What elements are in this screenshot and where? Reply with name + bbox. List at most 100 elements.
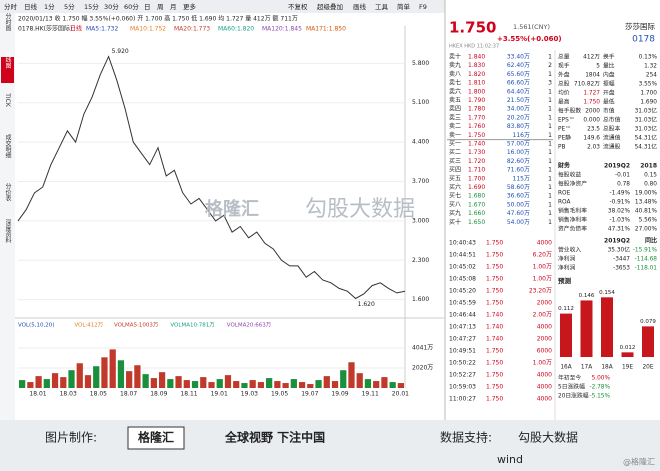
- side-tab[interactable]: 成交明细: [4, 133, 11, 159]
- book-level: 买四: [449, 166, 461, 174]
- book-price: 1.750: [468, 132, 485, 139]
- tick-volume: 1.00万: [533, 276, 552, 283]
- tick-volume: 4000: [537, 324, 552, 331]
- fin-label: 净利润: [558, 264, 576, 272]
- volume-bar: [76, 363, 83, 388]
- tool-button[interactable]: 画线: [353, 2, 367, 11]
- volume-bar: [175, 376, 182, 388]
- fin-label: 销售毛利率: [558, 207, 587, 215]
- x-tick-label: 18.01: [29, 391, 46, 398]
- fin-value: 40.81%: [635, 209, 658, 215]
- side-tab[interactable]: 深度资料: [4, 218, 11, 244]
- tab[interactable]: 30分: [104, 2, 119, 11]
- book-price: 1.770: [468, 114, 485, 121]
- tab[interactable]: 月: [170, 3, 177, 11]
- side-tab[interactable]: 分时图: [4, 12, 11, 32]
- side-tab[interactable]: TICK: [4, 92, 11, 108]
- tab[interactable]: 15分: [84, 2, 99, 11]
- watermark: 勾股大数据: [305, 197, 415, 222]
- tick-price: 1.750: [486, 300, 503, 307]
- value-label: 0.112: [558, 306, 574, 312]
- tab[interactable]: 日: [144, 3, 151, 11]
- stat-label: 总量: [558, 53, 570, 61]
- tool-button[interactable]: 超级叠加: [317, 2, 343, 11]
- volume-bar: [35, 376, 42, 388]
- x-tick-label: 20.01: [392, 391, 409, 398]
- book-level: 卖五: [449, 97, 461, 104]
- period: 日线: [70, 25, 82, 33]
- volume-bar: [191, 381, 199, 388]
- volume-bar: [389, 382, 396, 388]
- tab[interactable]: 日线: [24, 2, 38, 11]
- data-source: 勾股大数据: [518, 430, 578, 445]
- stat-label: 总市值: [603, 116, 621, 124]
- fin-label: 每股收益: [558, 171, 581, 179]
- volume-bar: [257, 382, 265, 388]
- book-level: 买六: [449, 183, 461, 191]
- fin-label: 销售净利率: [558, 216, 587, 224]
- tab[interactable]: 60分: [124, 2, 139, 11]
- stat-label: 均价: [558, 89, 570, 97]
- tick-time: 10:50:22: [449, 360, 476, 367]
- return-value: -5.15%: [589, 394, 610, 400]
- volume-bar: [126, 371, 133, 388]
- footer-label: 图片制作:: [45, 431, 97, 445]
- book-count: 1: [548, 106, 552, 113]
- stat-label: 最低: [603, 98, 615, 106]
- low-annotation: 1.620: [358, 301, 375, 308]
- tick-price: 1.740: [486, 312, 503, 319]
- tick-time: 10:49:51: [449, 348, 476, 355]
- fin-value: 35.30亿: [608, 246, 631, 254]
- volume-legend: VOL:412万: [74, 322, 103, 329]
- watermark: 格隆汇: [205, 198, 259, 220]
- tool-button[interactable]: 简单: [397, 2, 411, 11]
- tool-button[interactable]: 不复权: [288, 2, 308, 11]
- fin-value: -1.49%: [609, 191, 630, 197]
- volume-bar: [298, 382, 306, 388]
- book-count: 1: [548, 201, 552, 208]
- volume-bar: [134, 365, 141, 388]
- tool-button[interactable]: F9: [419, 3, 427, 11]
- ma-value: MA20:1.773: [174, 26, 210, 33]
- tab[interactable]: 分时: [4, 2, 18, 11]
- tick-time: 10:52:27: [449, 372, 476, 379]
- tab[interactable]: 5分: [64, 2, 75, 11]
- x-tick-label: 18.03: [60, 391, 77, 398]
- y-tick-label: 2020万: [412, 365, 433, 372]
- book-volume: 64.40万: [507, 88, 530, 95]
- stat-label: PE静: [558, 134, 571, 142]
- fin-value: -1.03%: [609, 218, 630, 224]
- fin-value: -0.01: [615, 173, 630, 179]
- book-count: 1: [548, 175, 552, 182]
- volume-bar: [93, 366, 100, 388]
- y-tick-label: 1.600: [412, 296, 429, 303]
- book-volume: 115万: [513, 175, 530, 182]
- volume-bar: [364, 379, 372, 388]
- book-volume: 47.60万: [507, 210, 530, 217]
- x-tick-label: 19.05: [271, 391, 288, 398]
- fin-header: 2018: [640, 163, 657, 170]
- book-price: 1.810: [468, 80, 485, 87]
- volume-bar: [373, 381, 380, 388]
- tab[interactable]: 1分: [44, 2, 55, 11]
- x-tick-label: 19.03: [241, 391, 258, 398]
- tab[interactable]: 更多: [183, 2, 197, 11]
- tool-button[interactable]: 工具: [375, 3, 389, 11]
- book-level: 买二: [449, 148, 461, 156]
- book-price: 1.720: [468, 158, 485, 165]
- side-tab[interactable]: K线图: [4, 53, 11, 70]
- tick-volume: 4000: [537, 240, 552, 247]
- tick-time: 10:44:51: [449, 252, 476, 259]
- ma-value: MA120:1.845: [262, 26, 302, 33]
- volume-bar: [290, 379, 297, 388]
- stat-label: PB: [558, 145, 565, 151]
- tick-time: 10:59:03: [449, 384, 476, 391]
- book-count: 2: [548, 62, 552, 69]
- side-tab[interactable]: 分价表: [4, 182, 11, 202]
- y-tick-label: 3.700: [412, 178, 429, 185]
- tab[interactable]: 周: [157, 3, 164, 11]
- tick-price: 1.740: [486, 324, 503, 331]
- volume-bar: [381, 377, 388, 388]
- stat-value: 412万: [583, 54, 600, 61]
- x-tick-label: 18A: [601, 365, 612, 371]
